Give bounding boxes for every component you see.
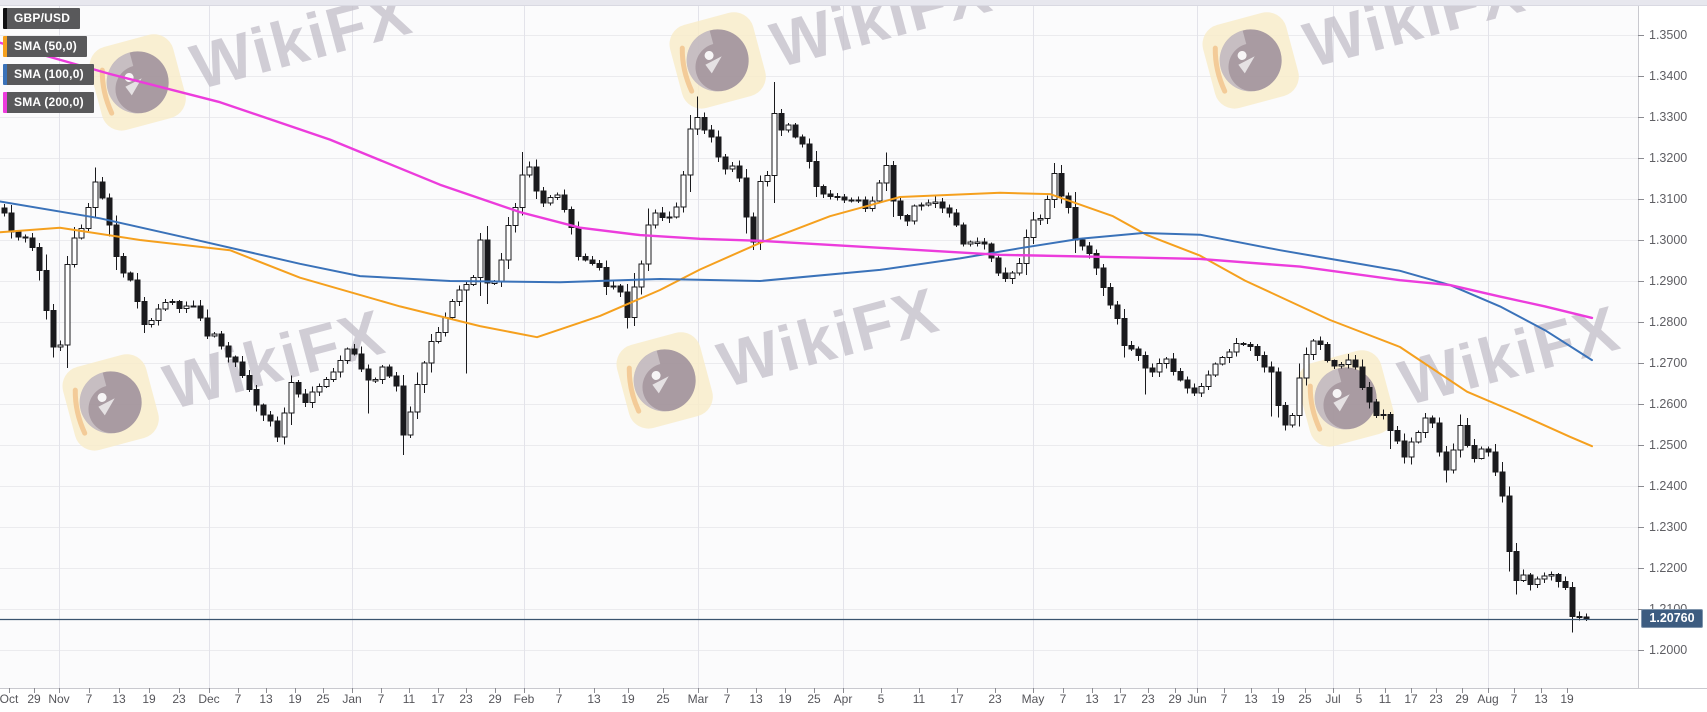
sma200-label: SMA (200,0): [14, 95, 84, 109]
wikifx-eagle-icon: [686, 29, 749, 92]
legend: GBP/USD SMA (50,0) SMA (100,0) SMA (200,…: [3, 8, 94, 120]
current-price-badge: 1.20760: [1641, 609, 1703, 629]
plot-background: [0, 0, 1638, 688]
grid-layer: [0, 0, 1638, 688]
legend-sma50-badge[interactable]: SMA (50,0): [3, 36, 87, 57]
wikifx-eagle-icon: [1219, 29, 1282, 92]
symbol-label: GBP/USD: [14, 11, 71, 25]
wikifx-eagle-icon: [79, 371, 142, 434]
legend-sma100-badge[interactable]: SMA (100,0): [3, 64, 94, 85]
window-top-strip: [0, 0, 1707, 6]
wikifx-eagle-icon: [633, 349, 696, 412]
legend-symbol-badge[interactable]: GBP/USD: [3, 8, 81, 29]
sma-200-line: [0, 41, 1594, 320]
wikifx-eagle-icon: [106, 51, 169, 114]
current-price-label: 1.20760: [1649, 611, 1695, 626]
legend-sma200-badge[interactable]: SMA (200,0): [3, 92, 94, 113]
sma100-label: SMA (100,0): [14, 67, 84, 81]
axis-frame: [0, 0, 1707, 693]
sma-50-line: [0, 191, 1593, 448]
sma50-label: SMA (50,0): [14, 39, 77, 53]
